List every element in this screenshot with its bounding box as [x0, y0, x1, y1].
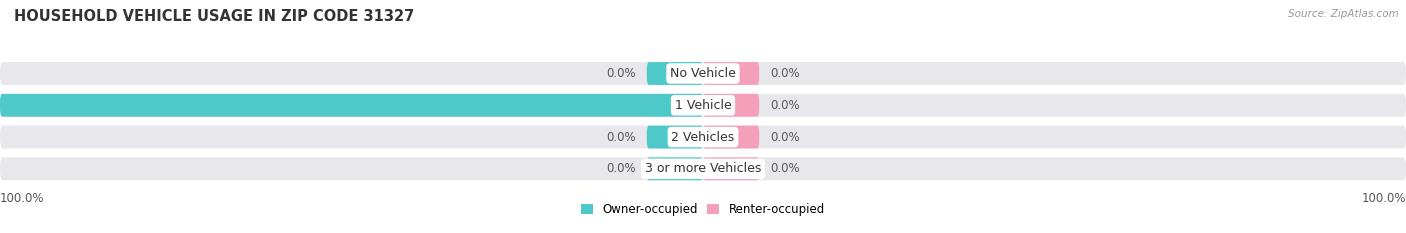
FancyBboxPatch shape — [0, 94, 1406, 117]
Text: 1 Vehicle: 1 Vehicle — [675, 99, 731, 112]
Text: No Vehicle: No Vehicle — [671, 67, 735, 80]
FancyBboxPatch shape — [0, 126, 1406, 148]
FancyBboxPatch shape — [647, 126, 703, 148]
FancyBboxPatch shape — [0, 62, 1406, 85]
Text: 0.0%: 0.0% — [770, 162, 800, 175]
Text: 0.0%: 0.0% — [606, 162, 637, 175]
FancyBboxPatch shape — [703, 62, 759, 85]
FancyBboxPatch shape — [703, 94, 759, 117]
Text: 0.0%: 0.0% — [770, 130, 800, 144]
FancyBboxPatch shape — [0, 157, 1406, 180]
Legend: Owner-occupied, Renter-occupied: Owner-occupied, Renter-occupied — [581, 203, 825, 216]
Text: 100.0%: 100.0% — [0, 192, 45, 205]
Text: 0.0%: 0.0% — [606, 130, 637, 144]
Text: HOUSEHOLD VEHICLE USAGE IN ZIP CODE 31327: HOUSEHOLD VEHICLE USAGE IN ZIP CODE 3132… — [14, 9, 415, 24]
FancyBboxPatch shape — [703, 126, 759, 148]
Text: 100.0%: 100.0% — [1361, 192, 1406, 205]
FancyBboxPatch shape — [0, 94, 703, 117]
FancyBboxPatch shape — [647, 62, 703, 85]
Text: 3 or more Vehicles: 3 or more Vehicles — [645, 162, 761, 175]
Text: 2 Vehicles: 2 Vehicles — [672, 130, 734, 144]
Text: 0.0%: 0.0% — [606, 67, 637, 80]
Text: 0.0%: 0.0% — [770, 99, 800, 112]
Text: 0.0%: 0.0% — [770, 67, 800, 80]
Text: Source: ZipAtlas.com: Source: ZipAtlas.com — [1288, 9, 1399, 19]
FancyBboxPatch shape — [647, 157, 703, 180]
FancyBboxPatch shape — [703, 157, 759, 180]
